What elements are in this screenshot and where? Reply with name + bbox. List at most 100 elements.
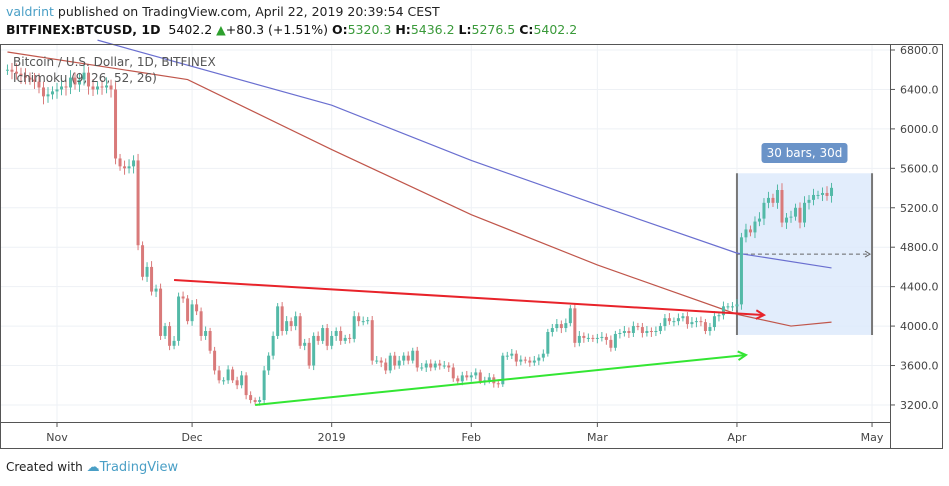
candle[interactable] xyxy=(316,335,320,341)
candle[interactable] xyxy=(118,158,122,167)
candle[interactable] xyxy=(271,335,275,356)
candle[interactable] xyxy=(757,218,761,222)
candle[interactable] xyxy=(667,318,671,322)
candle[interactable] xyxy=(685,316,689,325)
candle[interactable] xyxy=(681,316,685,319)
candle[interactable] xyxy=(226,369,230,381)
candle[interactable] xyxy=(478,372,482,382)
candle[interactable] xyxy=(262,370,266,401)
candle[interactable] xyxy=(402,355,406,361)
candle[interactable] xyxy=(10,69,14,72)
candle[interactable] xyxy=(105,85,109,88)
candle[interactable] xyxy=(469,375,473,378)
candle[interactable] xyxy=(181,296,185,299)
candle[interactable] xyxy=(357,316,361,322)
candle[interactable] xyxy=(487,377,491,381)
candle[interactable] xyxy=(325,328,329,346)
candle[interactable] xyxy=(451,367,455,379)
candle[interactable] xyxy=(334,331,338,336)
candle[interactable] xyxy=(213,350,217,371)
candle[interactable] xyxy=(474,372,478,376)
candle[interactable] xyxy=(501,355,505,385)
candle[interactable] xyxy=(168,326,172,346)
candle[interactable] xyxy=(280,306,284,332)
candle[interactable] xyxy=(618,332,622,334)
candle[interactable] xyxy=(199,311,203,336)
candle[interactable] xyxy=(708,327,712,332)
candle[interactable] xyxy=(208,331,212,351)
candle[interactable] xyxy=(415,350,419,368)
candle[interactable] xyxy=(235,380,239,386)
candle[interactable] xyxy=(577,335,581,343)
candle[interactable] xyxy=(604,336,608,340)
candle[interactable] xyxy=(289,321,293,327)
candle[interactable] xyxy=(690,322,694,325)
candle[interactable] xyxy=(298,316,302,346)
candle[interactable] xyxy=(321,328,325,341)
candle[interactable] xyxy=(303,342,307,346)
candle[interactable] xyxy=(420,367,424,369)
candle[interactable] xyxy=(798,207,802,223)
candle[interactable] xyxy=(573,308,577,343)
candle[interactable] xyxy=(564,323,568,329)
candle[interactable] xyxy=(595,337,599,339)
candle[interactable] xyxy=(694,321,698,323)
candle[interactable] xyxy=(375,360,379,362)
candle[interactable] xyxy=(703,322,707,332)
candle[interactable] xyxy=(339,331,343,341)
candle[interactable] xyxy=(231,369,235,381)
candle[interactable] xyxy=(748,229,752,233)
candle[interactable] xyxy=(465,375,469,378)
candle[interactable] xyxy=(645,331,649,333)
candle[interactable] xyxy=(523,359,527,361)
candle[interactable] xyxy=(519,359,523,362)
candle[interactable] xyxy=(294,316,298,327)
candle[interactable] xyxy=(285,321,289,332)
candle[interactable] xyxy=(505,355,509,357)
candle[interactable] xyxy=(825,192,829,196)
candle[interactable] xyxy=(658,326,662,332)
candle[interactable] xyxy=(532,360,536,363)
candle[interactable] xyxy=(447,365,451,368)
candle[interactable] xyxy=(568,308,572,324)
tradingview-link[interactable]: TradingView xyxy=(99,460,179,475)
candle[interactable] xyxy=(150,266,154,292)
candle[interactable] xyxy=(663,318,667,327)
candle[interactable] xyxy=(267,355,271,371)
candle[interactable] xyxy=(141,245,145,277)
indicator-legend[interactable]: Ichimoku (9, 26, 52, 26) xyxy=(13,71,157,85)
candle[interactable] xyxy=(717,315,721,317)
candle[interactable] xyxy=(622,331,626,333)
resistance-trendline[interactable] xyxy=(174,279,765,317)
candle[interactable] xyxy=(514,353,518,362)
candle[interactable] xyxy=(46,94,50,97)
candle[interactable] xyxy=(19,73,23,76)
candle[interactable] xyxy=(393,355,397,366)
candle[interactable] xyxy=(555,324,559,329)
candle[interactable] xyxy=(163,326,167,336)
candle[interactable] xyxy=(830,187,834,196)
candle[interactable] xyxy=(100,86,104,88)
candle[interactable] xyxy=(735,304,739,307)
candle[interactable] xyxy=(240,375,244,386)
candle[interactable] xyxy=(460,375,464,382)
candle[interactable] xyxy=(361,321,365,323)
candle[interactable] xyxy=(348,337,352,339)
candle[interactable] xyxy=(204,331,208,336)
candle[interactable] xyxy=(114,89,118,159)
candle[interactable] xyxy=(456,378,460,382)
candle[interactable] xyxy=(177,296,181,341)
candle[interactable] xyxy=(307,342,311,366)
candle[interactable] xyxy=(127,166,131,169)
candle[interactable] xyxy=(636,326,640,328)
candle[interactable] xyxy=(222,380,226,382)
candle[interactable] xyxy=(640,327,644,333)
candle[interactable] xyxy=(91,86,95,90)
candle[interactable] xyxy=(649,331,653,333)
candle[interactable] xyxy=(541,353,545,358)
candle[interactable] xyxy=(744,229,748,238)
candle[interactable] xyxy=(195,304,199,312)
candle[interactable] xyxy=(384,362,388,371)
candle[interactable] xyxy=(330,335,334,346)
